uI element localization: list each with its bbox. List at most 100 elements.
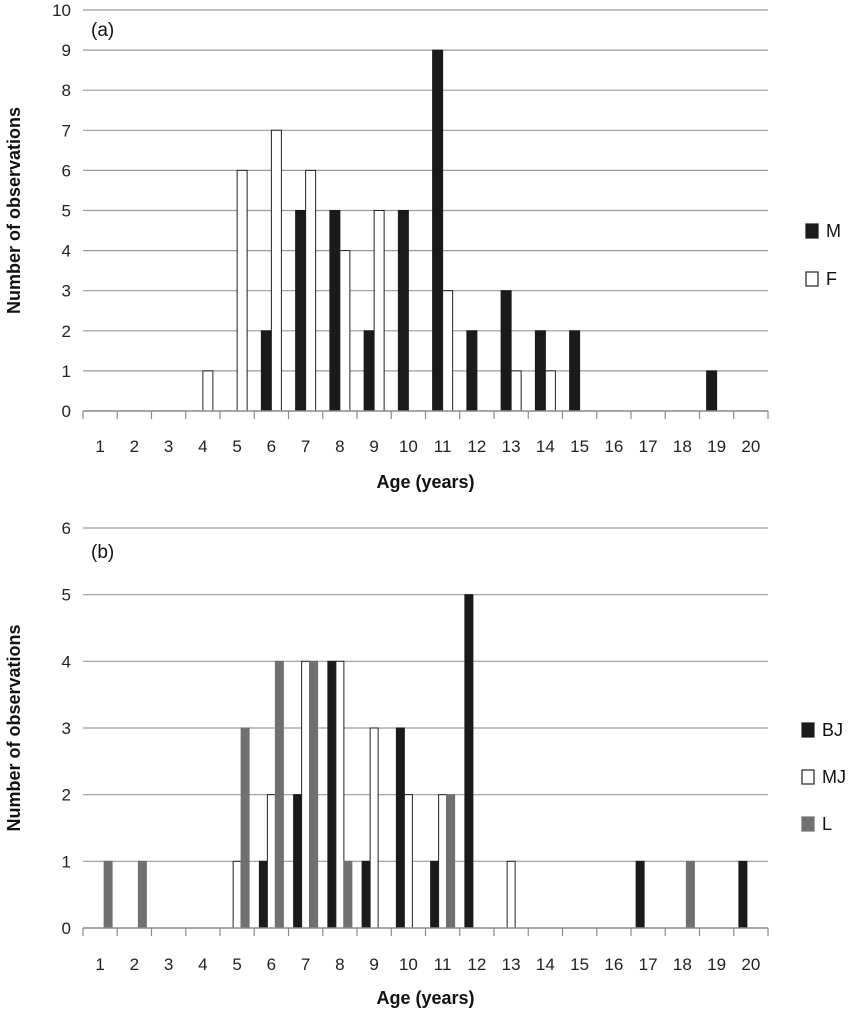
x-tick-label: 20 [741, 955, 760, 974]
x-tick-label: 6 [267, 437, 276, 456]
bar [432, 49, 444, 412]
y-tick-label: 5 [62, 586, 71, 605]
bar [510, 370, 522, 412]
bar [327, 660, 337, 929]
x-tick-label: 16 [604, 955, 623, 974]
legend-swatch [805, 223, 819, 239]
bar [466, 330, 478, 412]
x-tick-label: 10 [399, 437, 418, 456]
y-tick-label: 0 [62, 402, 71, 421]
bar [301, 660, 311, 929]
y-tick-label: 6 [62, 519, 71, 538]
x-tick-label: 2 [130, 955, 139, 974]
legend-label: MJ [822, 767, 846, 787]
y-tick-label: 0 [62, 919, 71, 938]
y-tick-label: 3 [62, 719, 71, 738]
x-tick-label: 7 [301, 437, 310, 456]
x-tick-label: 3 [164, 437, 173, 456]
bar [438, 794, 448, 929]
x-tick-label: 2 [130, 437, 139, 456]
bar [343, 860, 353, 929]
x-tick-label: 1 [95, 437, 104, 456]
x-tick-label: 13 [502, 437, 521, 456]
bar [544, 370, 556, 412]
x-tick-label: 7 [301, 955, 310, 974]
x-tick-label: 18 [673, 437, 692, 456]
x-tick-label: 14 [536, 955, 555, 974]
bar [363, 330, 375, 412]
bar [329, 210, 341, 412]
y-tick-label: 6 [62, 161, 71, 180]
bar [335, 660, 345, 929]
bar [270, 129, 282, 412]
bar [103, 860, 113, 929]
bar [293, 794, 303, 929]
x-axis-title: Age (years) [376, 988, 474, 1008]
x-tick-label: 9 [369, 955, 378, 974]
x-tick-label: 12 [467, 437, 486, 456]
bar [266, 794, 276, 929]
x-tick-label: 18 [673, 955, 692, 974]
bar [369, 727, 379, 929]
y-tick-label: 2 [62, 786, 71, 805]
x-tick-label: 13 [502, 955, 521, 974]
y-tick-label: 2 [62, 322, 71, 341]
x-tick-label: 9 [369, 437, 378, 456]
x-tick-label: 5 [232, 437, 241, 456]
y-tick-label: 9 [62, 41, 71, 60]
x-tick-label: 8 [335, 437, 344, 456]
x-tick-label: 3 [164, 955, 173, 974]
bar [305, 169, 317, 412]
y-tick-label: 10 [52, 1, 71, 20]
bar [446, 794, 456, 929]
bar [232, 860, 242, 929]
legend-swatch [805, 271, 819, 287]
y-tick-label: 8 [62, 81, 71, 100]
bar [309, 660, 319, 929]
x-tick-label: 20 [741, 437, 760, 456]
x-tick-label: 14 [536, 437, 555, 456]
x-tick-label: 4 [198, 437, 207, 456]
bar [137, 860, 147, 929]
panel-label: (a) [91, 20, 114, 41]
x-tick-label: 11 [434, 955, 452, 974]
y-tick-label: 5 [62, 202, 71, 221]
x-tick-label: 19 [707, 955, 726, 974]
x-tick-label: 1 [95, 955, 104, 974]
x-axis-title: Age (years) [376, 472, 474, 492]
x-tick-label: 17 [639, 955, 658, 974]
y-tick-label: 1 [62, 852, 71, 871]
x-tick-label: 8 [335, 955, 344, 974]
x-tick-label: 16 [604, 437, 623, 456]
legend-label: BJ [822, 720, 843, 740]
x-tick-label: 10 [399, 955, 418, 974]
bar [685, 860, 695, 929]
legend-label: M [826, 221, 841, 241]
legend-swatch [801, 816, 815, 832]
x-tick-label: 6 [267, 955, 276, 974]
x-tick-label: 11 [434, 437, 452, 456]
bar [258, 860, 268, 929]
bar [635, 860, 645, 929]
bar [397, 210, 409, 412]
bar [236, 169, 248, 412]
bar [534, 330, 546, 412]
bar [738, 860, 748, 929]
bar [202, 370, 214, 412]
x-tick-label: 15 [570, 437, 589, 456]
x-tick-label: 12 [467, 955, 486, 974]
legend-swatch [801, 722, 815, 738]
y-axis-title: Number of observations [4, 107, 24, 314]
x-tick-label: 17 [639, 437, 658, 456]
x-tick-label: 19 [707, 437, 726, 456]
bar [464, 594, 474, 929]
bar [339, 250, 351, 412]
bar [373, 210, 385, 412]
bar [706, 370, 718, 412]
y-tick-label: 1 [62, 362, 71, 381]
bar [240, 727, 250, 929]
bar [403, 794, 413, 929]
